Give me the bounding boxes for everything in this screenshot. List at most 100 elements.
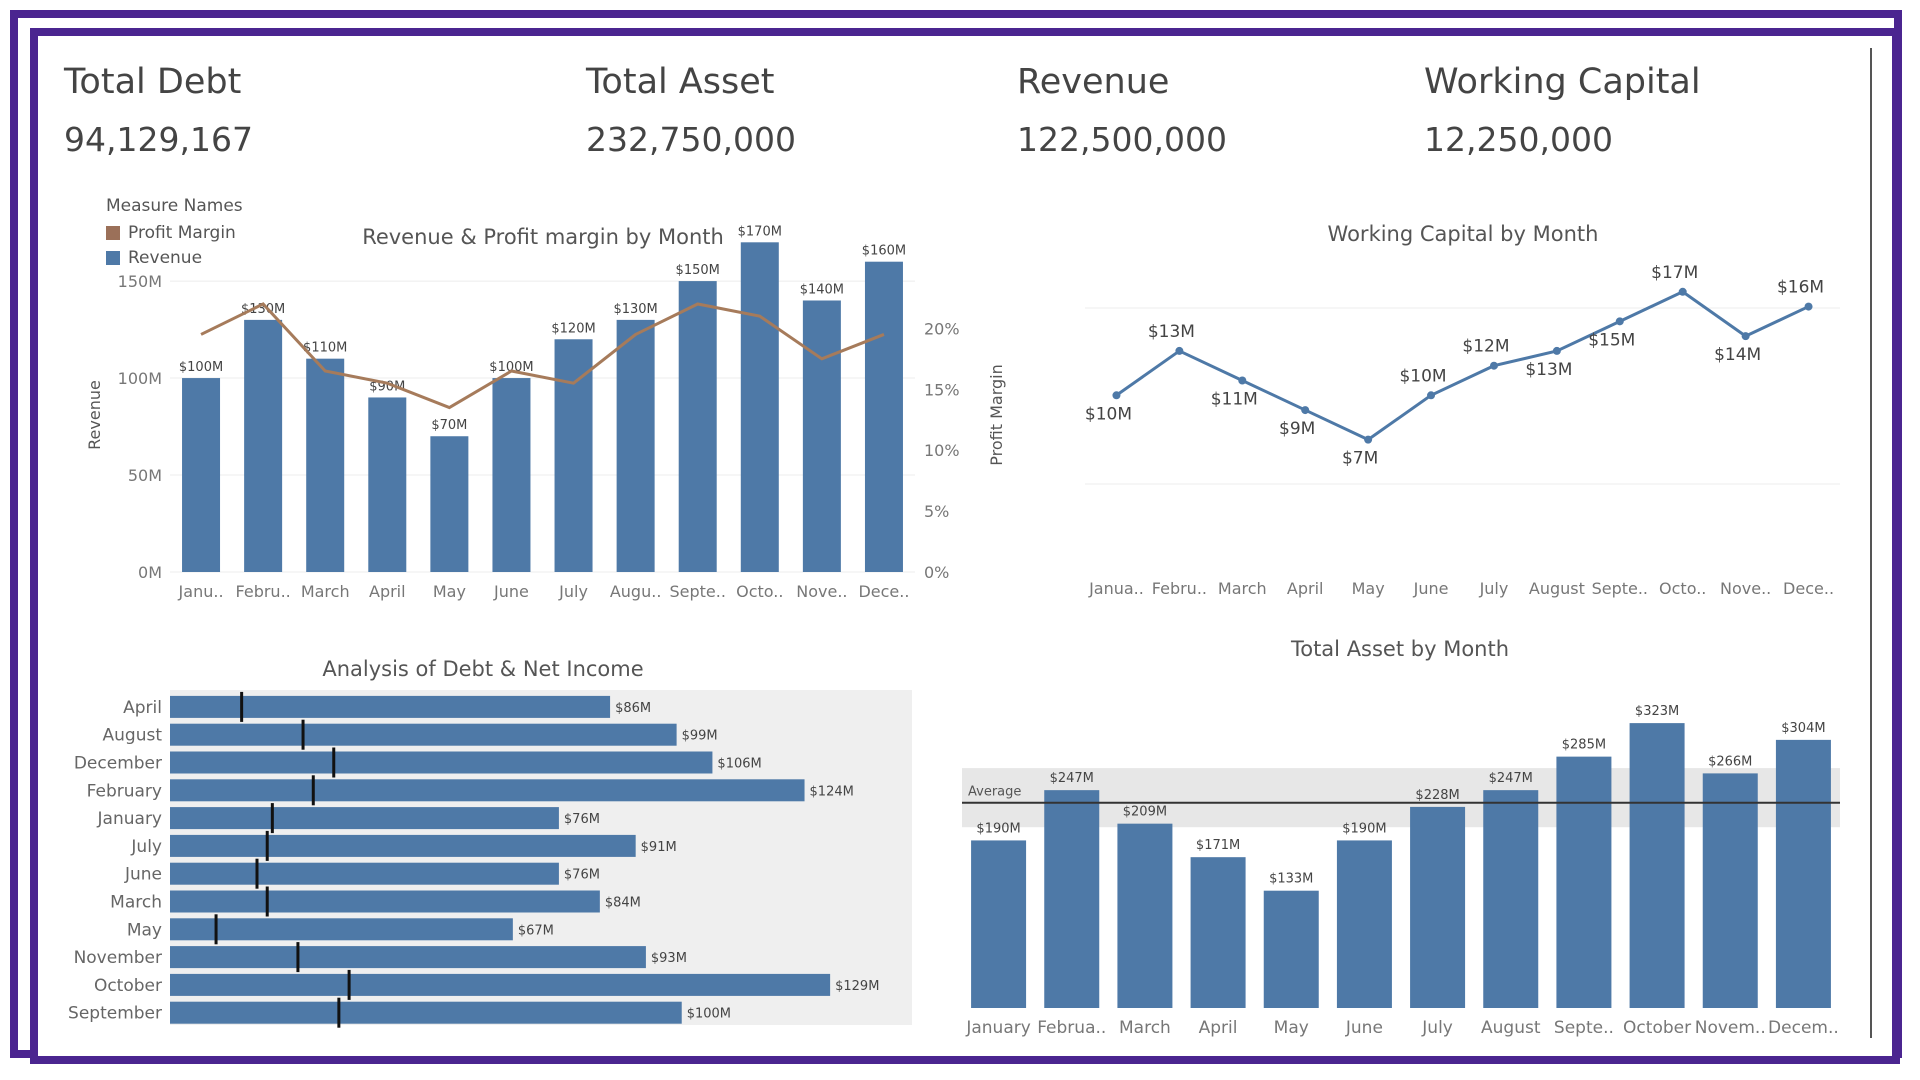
asset-bar[interactable] bbox=[1775, 739, 1831, 1008]
y2-tick-label: 15% bbox=[924, 380, 960, 399]
chart-legend[interactable]: Measure Names Profit Margin Revenue bbox=[106, 196, 243, 270]
line-point[interactable] bbox=[1804, 302, 1813, 311]
line-point[interactable] bbox=[1301, 406, 1310, 415]
asset-bar[interactable] bbox=[1263, 890, 1319, 1008]
legend-label: Profit Margin bbox=[128, 222, 236, 243]
kpi-revenue: Revenue 122,500,000 bbox=[1017, 62, 1227, 159]
asset-bar[interactable] bbox=[1044, 790, 1100, 1008]
asset-bar[interactable] bbox=[1629, 723, 1685, 1008]
x-tick-label: Septe.. bbox=[1554, 1018, 1614, 1038]
line-point[interactable] bbox=[1364, 435, 1373, 444]
point-data-label: $10M bbox=[1085, 404, 1132, 424]
line-point[interactable] bbox=[1112, 391, 1121, 400]
x-tick-label: January bbox=[965, 1018, 1030, 1038]
y-tick-label: May bbox=[127, 920, 162, 940]
revenue-bar[interactable] bbox=[554, 339, 593, 572]
bar-data-label: $170M bbox=[738, 224, 782, 239]
x-tick-label: Octo.. bbox=[1659, 579, 1706, 598]
debt-bar[interactable] bbox=[170, 723, 677, 746]
y-axis-label: Revenue bbox=[85, 380, 104, 450]
bar-data-label: $124M bbox=[810, 784, 854, 799]
point-data-label: $12M bbox=[1462, 337, 1509, 357]
x-tick-label: April bbox=[1287, 579, 1324, 598]
bar-data-label: $93M bbox=[651, 951, 687, 966]
x-tick-label: Novem.. bbox=[1695, 1018, 1766, 1038]
asset-bar[interactable] bbox=[1556, 756, 1612, 1008]
x-tick-label: April bbox=[369, 582, 406, 601]
debt-bar[interactable] bbox=[170, 779, 805, 802]
line-point[interactable] bbox=[1552, 346, 1561, 355]
asset-bar[interactable] bbox=[1410, 806, 1466, 1008]
bar-data-label: $70M bbox=[431, 418, 467, 433]
revenue-bar[interactable] bbox=[430, 436, 469, 572]
debt-bar[interactable] bbox=[170, 834, 636, 857]
bar-data-label: $140M bbox=[800, 282, 844, 297]
debt-bar[interactable] bbox=[170, 890, 600, 913]
bar-data-label: $266M bbox=[1708, 754, 1752, 769]
x-tick-label: July bbox=[1479, 579, 1509, 598]
kpi-value: 122,500,000 bbox=[1017, 120, 1227, 159]
x-tick-label: May bbox=[433, 582, 466, 601]
debt-bar[interactable] bbox=[170, 695, 611, 718]
kpi-label: Working Capital bbox=[1424, 62, 1701, 102]
line-point[interactable] bbox=[1741, 332, 1750, 341]
legend-item-profit-margin[interactable]: Profit Margin bbox=[106, 220, 243, 245]
point-data-label: $15M bbox=[1588, 330, 1635, 350]
revenue-bar[interactable] bbox=[616, 319, 655, 572]
y-tick-label: March bbox=[110, 893, 162, 913]
revenue-bar[interactable] bbox=[244, 319, 283, 572]
line-point[interactable] bbox=[1175, 346, 1184, 355]
panel-divider bbox=[1870, 48, 1872, 1038]
revenue-bar[interactable] bbox=[492, 378, 531, 572]
profit-margin-line[interactable] bbox=[200, 302, 885, 410]
asset-bar[interactable] bbox=[1483, 790, 1539, 1008]
revenue-bar[interactable] bbox=[864, 261, 903, 572]
bar-data-label: $285M bbox=[1562, 738, 1606, 753]
point-data-label: $9M bbox=[1279, 419, 1315, 439]
debt-bar[interactable] bbox=[170, 946, 646, 969]
kpi-total-asset: Total Asset 232,750,000 bbox=[586, 62, 796, 159]
debt-bar[interactable] bbox=[170, 918, 513, 941]
working-capital-line[interactable] bbox=[1115, 290, 1810, 442]
x-tick-label: Janua.. bbox=[1088, 579, 1144, 598]
x-tick-label: Febru.. bbox=[236, 582, 291, 601]
line-point[interactable] bbox=[1427, 391, 1436, 400]
revenue-bar[interactable] bbox=[368, 397, 407, 572]
asset-bar[interactable] bbox=[1336, 840, 1392, 1008]
asset-bar[interactable] bbox=[1190, 857, 1246, 1008]
debt-bar[interactable] bbox=[170, 973, 831, 996]
kpi-value: 94,129,167 bbox=[64, 120, 253, 159]
bar-data-label: $190M bbox=[1342, 821, 1386, 836]
debt-bar[interactable] bbox=[170, 862, 559, 885]
chart-title: Analysis of Debt & Net Income bbox=[322, 657, 643, 681]
line-point[interactable] bbox=[1678, 287, 1687, 296]
debt-bar[interactable] bbox=[170, 1001, 682, 1024]
bar-data-label: $106M bbox=[717, 757, 761, 772]
asset-bar[interactable] bbox=[971, 840, 1027, 1008]
debt-bar[interactable] bbox=[170, 751, 713, 774]
debt-bar[interactable] bbox=[170, 807, 559, 830]
legend-label: Revenue bbox=[128, 247, 203, 268]
asset-bar[interactable] bbox=[1117, 823, 1173, 1008]
line-point[interactable] bbox=[1238, 376, 1247, 385]
x-tick-label: Septe.. bbox=[669, 582, 725, 601]
kpi-label: Revenue bbox=[1017, 62, 1170, 102]
x-tick-label: June bbox=[493, 582, 529, 601]
bar-data-label: $76M bbox=[564, 812, 600, 827]
legend-item-revenue[interactable]: Revenue bbox=[106, 245, 243, 270]
revenue-bar[interactable] bbox=[678, 281, 717, 572]
line-point[interactable] bbox=[1489, 361, 1498, 370]
revenue-bar[interactable] bbox=[182, 378, 221, 572]
revenue-bar[interactable] bbox=[802, 300, 841, 572]
y-tick-label: 150M bbox=[118, 272, 162, 291]
y-tick-label: August bbox=[103, 726, 163, 746]
x-tick-label: March bbox=[1119, 1018, 1171, 1038]
revenue-bar[interactable] bbox=[740, 242, 779, 572]
x-tick-label: June bbox=[1413, 579, 1449, 598]
line-point[interactable] bbox=[1615, 317, 1624, 326]
y-tick-label: 0M bbox=[138, 563, 162, 582]
y-tick-label: September bbox=[68, 1004, 162, 1024]
y2-tick-label: 20% bbox=[924, 319, 960, 338]
asset-bar[interactable] bbox=[1702, 773, 1758, 1008]
revenue-bar[interactable] bbox=[306, 358, 345, 572]
